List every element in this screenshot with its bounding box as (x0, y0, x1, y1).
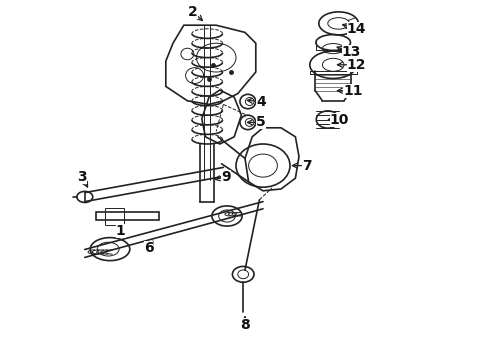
Text: 1: 1 (116, 224, 125, 238)
Text: 7: 7 (302, 159, 312, 172)
Text: 10: 10 (330, 113, 349, 126)
Text: 4: 4 (256, 95, 266, 108)
Text: 11: 11 (343, 84, 363, 98)
Text: 2: 2 (188, 5, 197, 18)
Text: 3: 3 (77, 170, 87, 184)
Text: 8: 8 (240, 318, 250, 332)
Text: 13: 13 (342, 45, 361, 59)
Text: 12: 12 (347, 58, 367, 72)
Text: 5: 5 (256, 116, 266, 129)
Bar (104, 208, 124, 225)
Text: 6: 6 (144, 242, 153, 255)
Text: 9: 9 (221, 170, 231, 184)
Bar (96, 212, 159, 220)
Text: 14: 14 (347, 22, 367, 36)
